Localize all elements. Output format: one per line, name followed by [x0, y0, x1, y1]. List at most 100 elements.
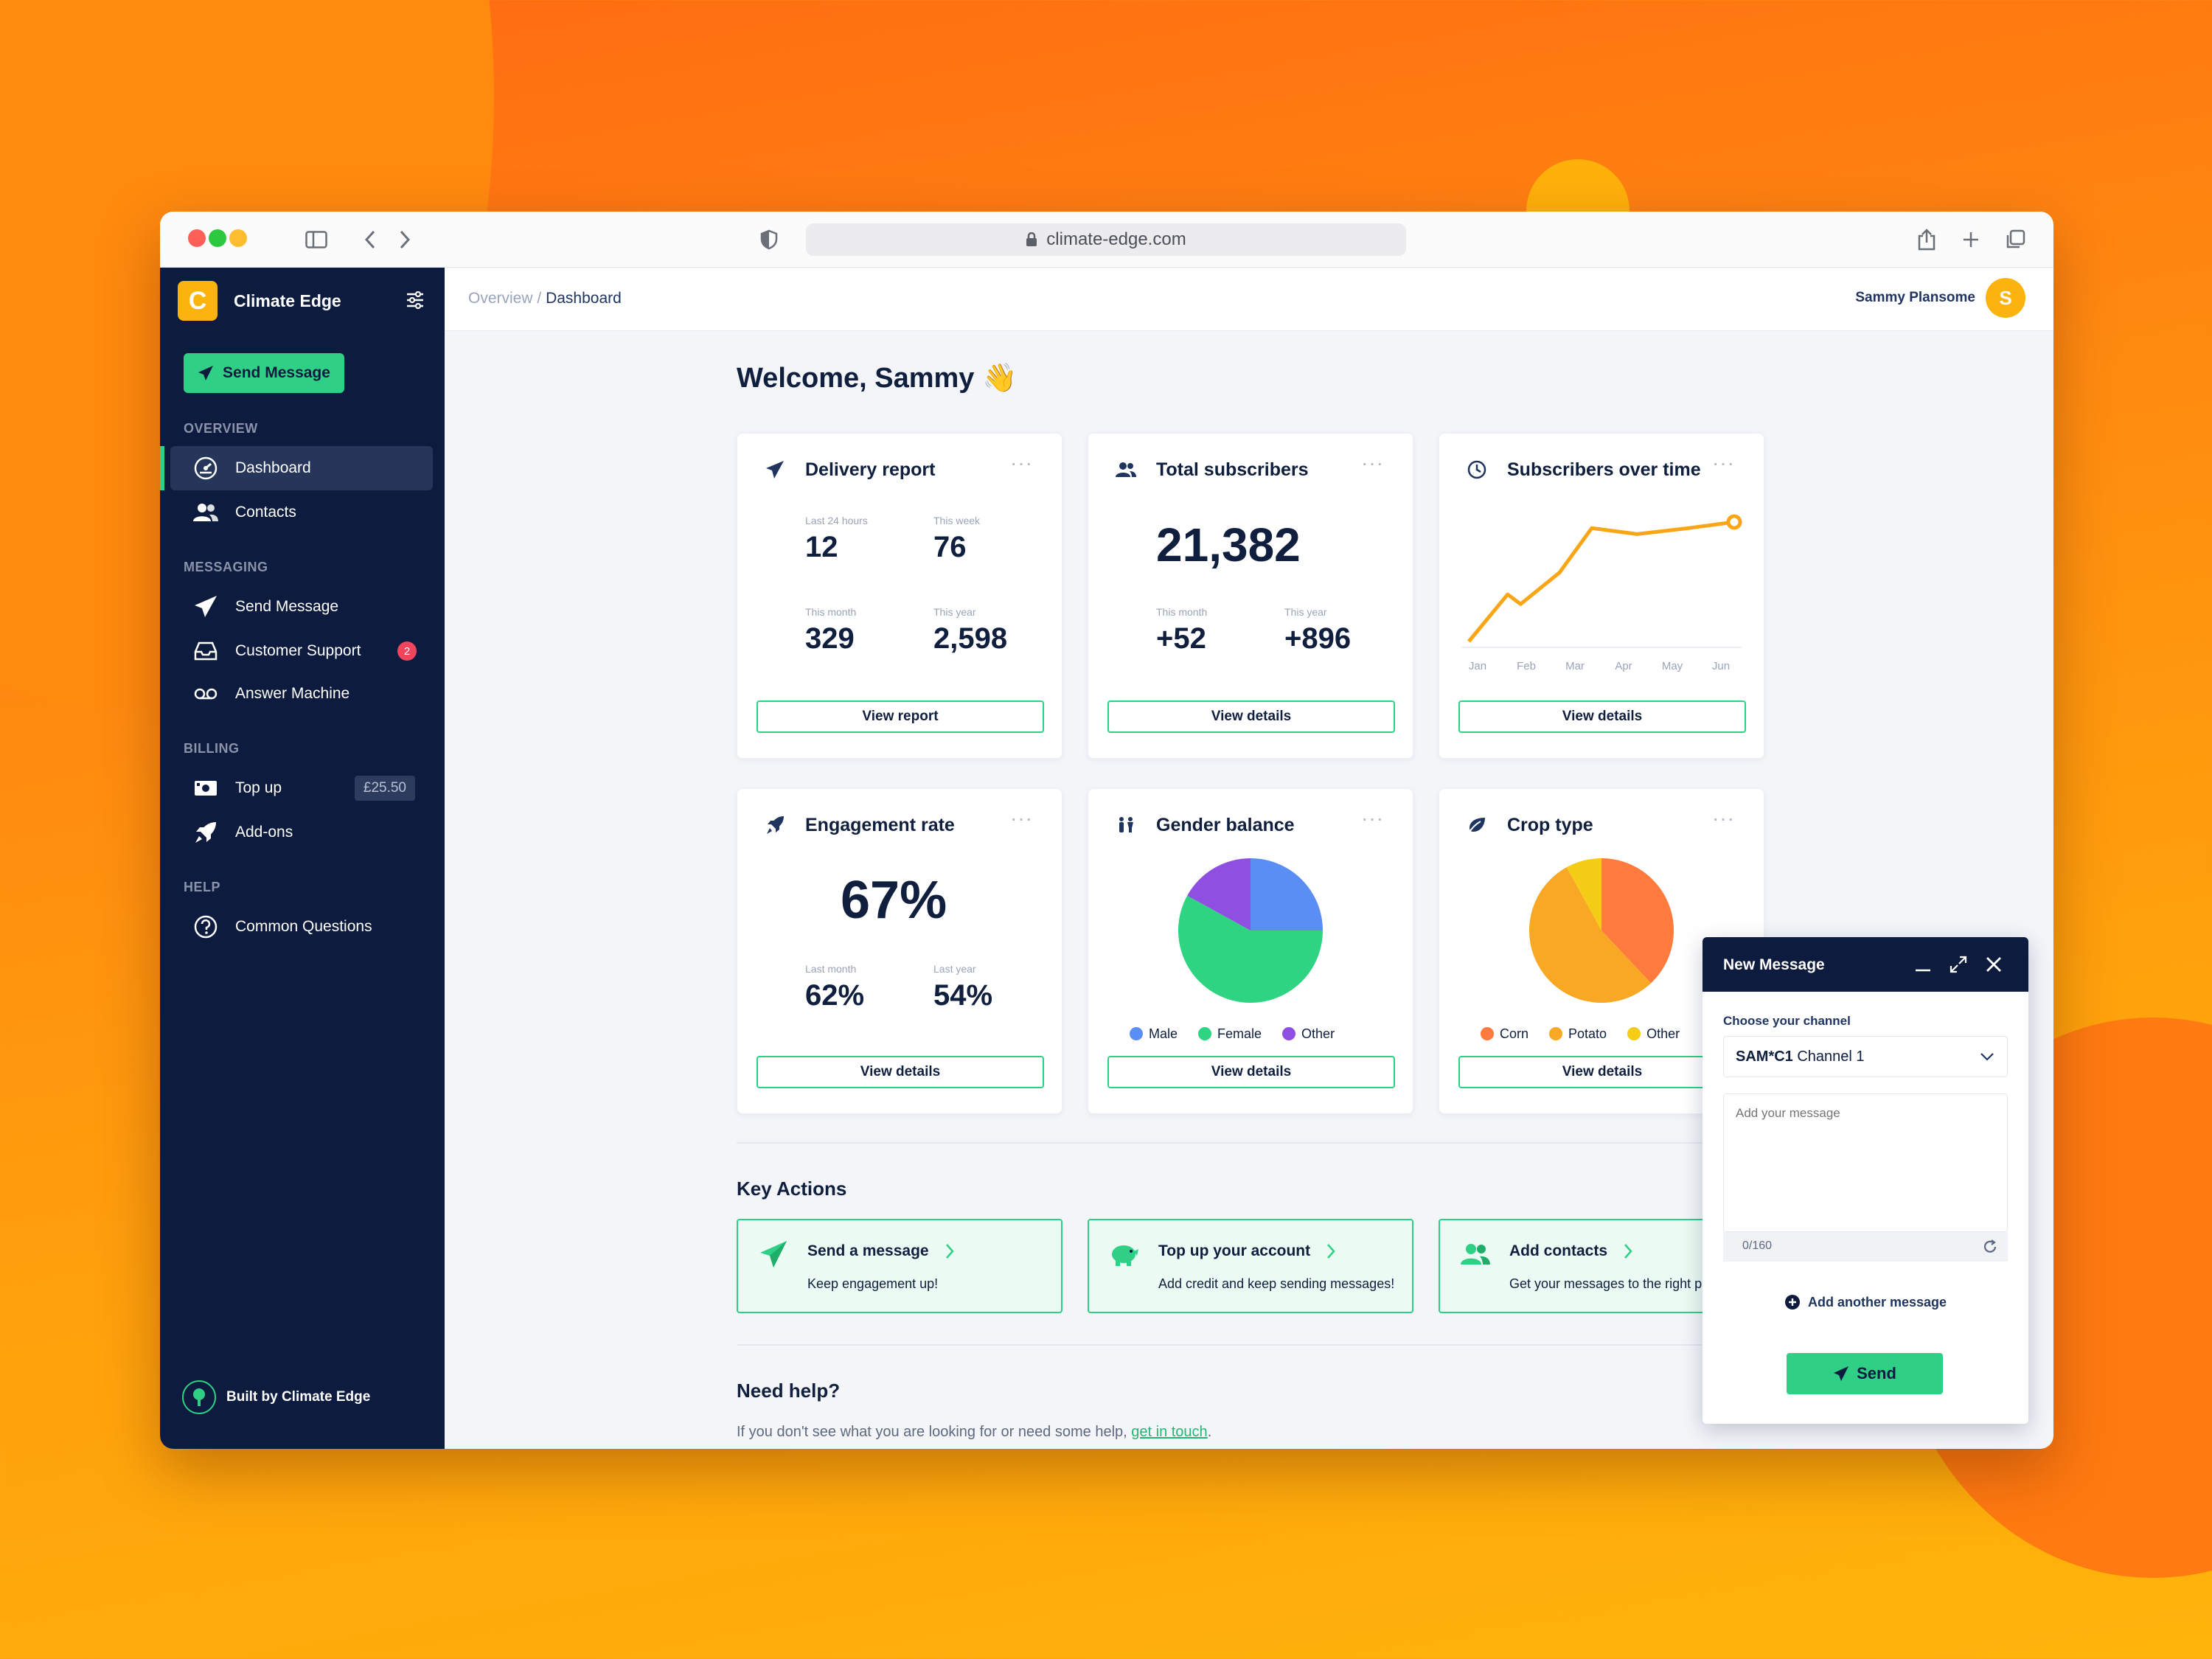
pie-slice-corn	[1601, 858, 1674, 984]
pie-slice-other	[1566, 858, 1601, 931]
view-details-button[interactable]: View details	[1107, 1056, 1395, 1088]
rocket-icon	[192, 819, 219, 846]
expand-icon[interactable]	[1946, 952, 1971, 977]
topbar: Overview / Dashboard Sammy Plansome S	[445, 268, 2053, 331]
action-send-message[interactable]: Send a message Keep engagement up!	[737, 1219, 1062, 1313]
clock-icon	[1466, 459, 1488, 481]
divider	[737, 1344, 1874, 1346]
breadcrumb-overview[interactable]: Overview	[468, 290, 533, 307]
channel-code: SAM*C1	[1736, 1048, 1793, 1065]
action-subtitle: Keep engagement up!	[807, 1276, 939, 1291]
sidebar-item-label: Contacts	[235, 504, 296, 521]
help-text: If you don't see what you are looking fo…	[737, 1424, 1211, 1441]
sidebar-item-customer-support[interactable]: Customer Support 2	[170, 629, 433, 673]
action-subtitle: Get your messages to the right p	[1509, 1276, 1703, 1291]
brand[interactable]: C Climate Edge	[178, 281, 341, 321]
sidebar-item-top-up[interactable]: Top up £25.50	[170, 766, 433, 810]
crop-pie-chart	[1529, 858, 1674, 1003]
action-title: Top up your account	[1158, 1242, 1311, 1259]
share-icon[interactable]	[1912, 225, 1941, 254]
stat-this-month: This month +52	[1156, 606, 1208, 655]
user-name: Sammy Plansome	[1855, 290, 1975, 305]
sidebar-settings-icon[interactable]	[400, 285, 430, 315]
sidebar-item-common-questions[interactable]: Common Questions	[170, 905, 433, 949]
view-details-button[interactable]: View details	[1458, 700, 1746, 733]
legend-other: Other	[1627, 1026, 1680, 1042]
need-help-title: Need help?	[737, 1380, 841, 1402]
sidebar-item-contacts[interactable]: Contacts	[170, 490, 433, 535]
refresh-icon[interactable]	[1980, 1237, 2000, 1257]
privacy-shield-icon[interactable]	[754, 225, 784, 254]
close-window-button[interactable]	[188, 229, 206, 247]
sidebar-item-add-ons[interactable]: Add-ons	[170, 810, 433, 855]
sidebar-item-dashboard[interactable]: Dashboard	[160, 446, 433, 490]
plus-circle-icon	[1784, 1295, 1800, 1310]
dashboard-gauge-icon	[192, 455, 219, 481]
sidebar-send-message-button[interactable]: Send Message	[184, 353, 344, 393]
gender-balance-card: Gender balance ··· Male Female Other Vie…	[1088, 788, 1413, 1114]
minimize-icon[interactable]	[1910, 952, 1935, 977]
total-subscribers-card: Total subscribers ··· 21,382 This month …	[1088, 433, 1413, 759]
x-tick-label: May	[1662, 660, 1683, 672]
x-tick-label: Jun	[1712, 660, 1730, 672]
send-label: Send	[1857, 1364, 1896, 1382]
stat-this-month: This month 329	[805, 606, 857, 655]
more-options-icon[interactable]: ···	[1712, 807, 1735, 830]
send-button[interactable]: Send	[1787, 1353, 1943, 1394]
brand-logo: C	[178, 281, 218, 321]
avatar: S	[1986, 278, 2025, 318]
message-textarea[interactable]	[1723, 1093, 2008, 1232]
more-options-icon[interactable]: ···	[1361, 807, 1384, 830]
balance-badge: £25.50	[354, 776, 415, 801]
breadcrumb-separator: /	[537, 290, 542, 307]
sidebar-footer[interactable]: Built by Climate Edge	[182, 1380, 370, 1414]
users-icon	[1115, 459, 1137, 481]
stat-last-24-hours: Last 24 hours 12	[805, 515, 868, 563]
channel-select[interactable]: SAM*C1 Channel 1	[1723, 1036, 2008, 1077]
crop-legend: Corn Potato Other	[1481, 1026, 1680, 1042]
more-options-icon[interactable]: ···	[1712, 451, 1735, 474]
delivery-report-card: Delivery report ··· Last 24 hours 12 Thi…	[737, 433, 1062, 759]
forward-icon[interactable]	[390, 225, 420, 254]
sidebar-item-send-message[interactable]: Send Message	[170, 585, 433, 629]
new-message-panel: New Message Choose your channel SAM*C1 C…	[1703, 937, 2028, 1424]
piggy-bank-icon	[1108, 1238, 1141, 1270]
action-top-up[interactable]: Top up your account Add credit and keep …	[1088, 1219, 1413, 1313]
sidebar-send-message-label: Send Message	[223, 364, 330, 381]
x-tick-label: Jan	[1469, 660, 1486, 672]
more-options-icon[interactable]: ···	[1010, 807, 1033, 830]
sidebar-toggle-icon[interactable]	[302, 225, 331, 254]
address-bar[interactable]: climate-edge.com	[806, 223, 1406, 256]
action-subtitle: Add credit and keep sending messages!	[1158, 1276, 1395, 1291]
chevron-right-icon	[945, 1244, 954, 1259]
zoom-window-button[interactable]	[229, 229, 247, 247]
view-details-button[interactable]: View details	[1458, 1056, 1746, 1088]
back-icon[interactable]	[355, 225, 385, 254]
brand-name: Climate Edge	[234, 291, 341, 310]
user-menu[interactable]: Sammy Plansome S	[1855, 278, 2025, 318]
view-details-button[interactable]: View details	[1107, 700, 1395, 733]
more-options-icon[interactable]: ···	[1361, 451, 1384, 474]
get-in-touch-link[interactable]: get in touch	[1131, 1424, 1208, 1440]
minimize-window-button[interactable]	[209, 229, 226, 247]
browser-toolbar: climate-edge.com	[160, 212, 2053, 268]
add-another-label: Add another message	[1807, 1294, 1947, 1310]
sidebar-item-label: Dashboard	[235, 459, 311, 476]
add-another-message-button[interactable]: Add another message	[1703, 1294, 2028, 1310]
more-options-icon[interactable]: ···	[1010, 451, 1033, 474]
stat-this-week: This week 76	[933, 515, 981, 563]
tab-overview-icon[interactable]	[2000, 225, 2030, 254]
section-messaging: MESSAGING	[184, 560, 268, 574]
close-icon[interactable]	[1981, 952, 2006, 977]
sidebar-item-answer-machine[interactable]: Answer Machine	[170, 672, 433, 716]
tree-logo-icon	[182, 1380, 216, 1414]
stat-last-year: Last year 54%	[933, 963, 993, 1012]
new-tab-icon[interactable]	[1956, 225, 1986, 254]
view-details-button[interactable]: View details	[757, 1056, 1044, 1088]
view-report-button[interactable]: View report	[757, 700, 1044, 733]
channel-name: Channel 1	[1797, 1048, 1865, 1065]
pie-slice-potato	[1529, 867, 1652, 1003]
sidebar: C Climate Edge Send Message OVERVIEW Das…	[160, 268, 445, 1449]
section-overview: OVERVIEW	[184, 421, 258, 436]
sidebar-item-label: Common Questions	[235, 918, 372, 935]
